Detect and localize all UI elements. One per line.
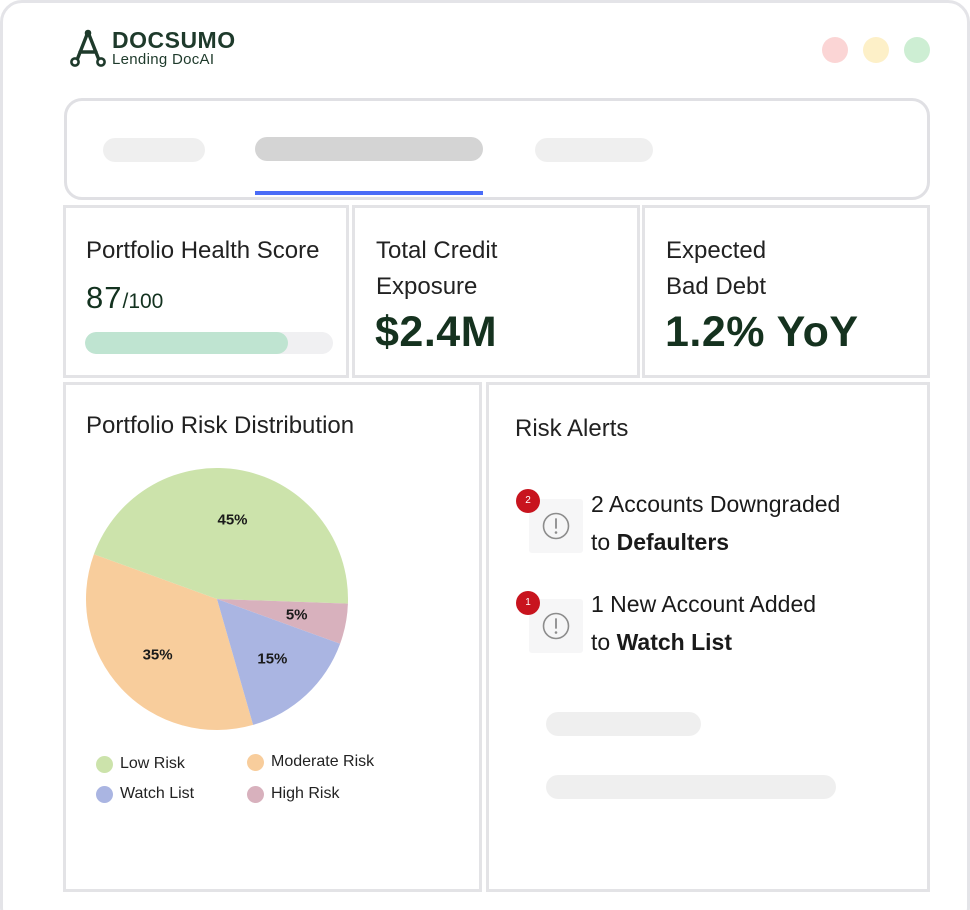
alert-count-badge: 1 bbox=[516, 591, 540, 615]
bad-debt-title: Expected Bad Debt bbox=[666, 233, 866, 305]
skeleton-line-long bbox=[546, 775, 836, 799]
brand-subtitle: Lending DocAI bbox=[112, 51, 215, 68]
alert-line2-target: Watch List bbox=[616, 629, 733, 655]
chart-title: Portfolio Risk Distribution bbox=[86, 412, 355, 439]
tab-bar bbox=[64, 98, 930, 200]
alert-text: 1 New Account Added to Watch List bbox=[591, 585, 816, 661]
credit-exposure-card: Total Credit Exposure $2.4M bbox=[352, 205, 640, 378]
pie-label-low-risk: 45% bbox=[217, 511, 247, 528]
legend-item-moderate-risk: Moderate Risk bbox=[247, 753, 374, 771]
legend-swatch-moderate-risk bbox=[247, 753, 264, 771]
legend-label-watch-list: Watch List bbox=[120, 785, 195, 802]
health-progress-fill bbox=[85, 332, 289, 354]
alert-item-watch-list[interactable]: 1 1 New Account Added to Watch List bbox=[489, 585, 927, 661]
portfolio-health-card: Portfolio Health Score 87/100 bbox=[63, 205, 349, 378]
window-maximize-button[interactable] bbox=[904, 37, 930, 63]
slice-high-risk bbox=[217, 599, 348, 644]
legend-label-low-risk: Low Risk bbox=[120, 755, 185, 772]
pie-label-high-risk: 5% bbox=[286, 607, 308, 624]
window-close-button[interactable] bbox=[822, 37, 848, 63]
health-score: 87/100 bbox=[86, 280, 163, 316]
exposure-title-line1: Total Credit bbox=[376, 237, 498, 264]
slice-moderate-risk bbox=[85, 554, 254, 731]
alert-line2-prefix: to bbox=[591, 529, 617, 555]
alert-line2-target: Defaulters bbox=[616, 529, 730, 555]
pie-label-watch-list: 15% bbox=[257, 650, 287, 667]
exposure-title: Total Credit Exposure bbox=[376, 233, 576, 305]
health-progress-bar bbox=[85, 332, 333, 354]
risk-distribution-card: Portfolio Risk Distribution 35% 45% 5% 15% … bbox=[63, 382, 482, 892]
risk-pie-chart: 35% 45% 5% 15% bbox=[85, 468, 348, 731]
active-tab-indicator bbox=[255, 191, 483, 195]
bad-debt-title-line2: Bad Debt bbox=[666, 273, 767, 300]
risk-alerts-card: Risk Alerts 2 2 Accounts Downgraded to D… bbox=[486, 382, 930, 892]
legend-item-high-risk: High Risk bbox=[247, 785, 339, 803]
legend-swatch-high-risk bbox=[247, 785, 264, 803]
tab-placeholder-2-active[interactable] bbox=[255, 137, 483, 161]
alert-text: 2 Accounts Downgraded to Defaulters bbox=[591, 485, 840, 561]
alerts-title: Risk Alerts bbox=[515, 415, 629, 442]
alert-icon-container bbox=[529, 499, 583, 553]
brand-logo[interactable]: DOCSUMO Lending DocAI bbox=[68, 28, 236, 68]
legend-label-moderate-risk: Moderate Risk bbox=[271, 753, 375, 770]
tab-placeholder-3[interactable] bbox=[535, 138, 653, 162]
alert-line2-prefix: to bbox=[591, 629, 617, 655]
alert-count-badge: 2 bbox=[516, 489, 540, 513]
alert-item-downgraded[interactable]: 2 2 Accounts Downgraded to Defaulters bbox=[489, 485, 927, 561]
exclamation-circle-icon bbox=[542, 512, 570, 540]
alert-line1: 2 Accounts Downgraded bbox=[591, 491, 841, 517]
alert-line1: 1 New Account Added bbox=[591, 591, 817, 617]
tab-placeholder-1[interactable] bbox=[103, 138, 205, 162]
pie-label-moderate-risk: 35% bbox=[143, 646, 173, 663]
health-title: Portfolio Health Score bbox=[86, 237, 320, 264]
docsumo-logo-icon bbox=[70, 29, 106, 67]
health-score-value: 87 bbox=[86, 280, 123, 315]
legend-swatch-low-risk bbox=[96, 755, 113, 773]
slice-watch-list bbox=[217, 599, 341, 725]
slice-low-risk bbox=[93, 468, 348, 604]
window-minimize-button[interactable] bbox=[863, 37, 889, 63]
bad-debt-title-line1: Expected bbox=[666, 237, 767, 264]
exposure-value: $2.4M bbox=[375, 308, 498, 356]
exposure-title-line2: Exposure bbox=[376, 273, 478, 300]
exclamation-circle-icon bbox=[542, 612, 570, 640]
legend-swatch-watch-list bbox=[96, 785, 113, 803]
brand-name: DOCSUMO bbox=[112, 27, 236, 53]
legend-item-low-risk: Low Risk bbox=[96, 755, 185, 773]
legend-label-high-risk: High Risk bbox=[271, 785, 340, 802]
bad-debt-card: Expected Bad Debt 1.2% YoY bbox=[642, 205, 930, 378]
health-score-max: /100 bbox=[122, 290, 164, 313]
skeleton-line-short bbox=[546, 712, 701, 736]
legend-item-watch-list: Watch List bbox=[96, 785, 194, 803]
bad-debt-value: 1.2% YoY bbox=[665, 308, 859, 356]
